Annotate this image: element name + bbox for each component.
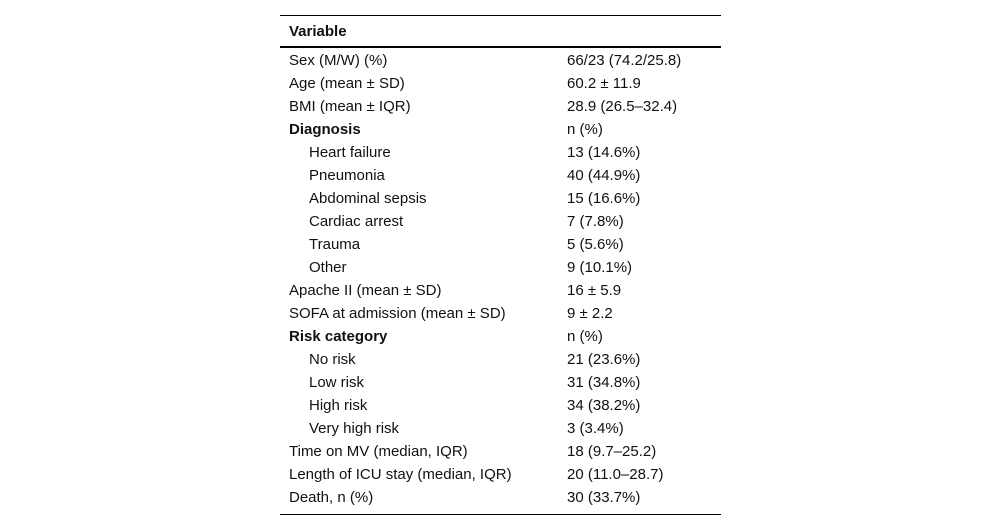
row-value: 30 (33.7%)	[567, 489, 641, 506]
row-value: 20 (11.0–28.7)	[567, 466, 664, 483]
row-label: SOFA at admission (mean ± SD)	[289, 305, 506, 322]
row-label: Apache II (mean ± SD)	[289, 282, 442, 299]
group-label: Risk category	[289, 328, 388, 345]
row-value: 18 (9.7–25.2)	[567, 443, 657, 460]
row-value: 16 ± 5.9	[567, 282, 622, 299]
sub-row-label: Pneumonia	[309, 167, 385, 184]
sub-row-value: 34 (38.2%)	[567, 397, 641, 414]
row-label: Time on MV (median, IQR)	[289, 443, 468, 460]
sub-row-label: Very high risk	[309, 420, 400, 437]
row-value: n (%)	[567, 121, 603, 138]
bottom-rule	[280, 514, 721, 515]
row-label: BMI (mean ± IQR)	[289, 98, 411, 115]
header-cell: Variable	[289, 23, 347, 40]
row-label: Length of ICU stay (median, IQR)	[289, 466, 512, 483]
row-value: n (%)	[567, 328, 603, 345]
sub-row-value: 15 (16.6%)	[567, 190, 641, 207]
sub-row-value: 31 (34.8%)	[567, 374, 641, 391]
sub-row-label: Abdominal sepsis	[309, 190, 427, 207]
row-label: Death, n (%)	[289, 489, 374, 506]
row-value: 9 ± 2.2	[567, 305, 613, 322]
row-value: 66/23 (74.2/25.8)	[567, 52, 682, 69]
row-label: Age (mean ± SD)	[289, 75, 405, 92]
row-value: 28.9 (26.5–32.4)	[567, 98, 678, 115]
sub-row-value: 21 (23.6%)	[567, 351, 641, 368]
sub-row-label: Cardiac arrest	[309, 213, 404, 230]
sub-row-label: High risk	[309, 397, 368, 414]
sub-row-label: Other	[309, 259, 347, 276]
sub-row-label: Heart failure	[309, 144, 391, 161]
row-value: 60.2 ± 11.9	[567, 75, 641, 92]
sub-row-label: No risk	[309, 351, 356, 368]
group-label: Diagnosis	[289, 121, 361, 138]
sub-row-label: Trauma	[309, 236, 361, 253]
sub-row-value: 13 (14.6%)	[567, 144, 641, 161]
sub-row-value: 7 (7.8%)	[567, 213, 624, 230]
sub-row-value: 5 (5.6%)	[567, 236, 624, 253]
sub-row-value: 3 (3.4%)	[567, 420, 624, 437]
sub-row-label: Low risk	[309, 374, 365, 391]
top-rule	[280, 15, 721, 16]
header-rule	[280, 46, 721, 48]
sub-row-value: 9 (10.1%)	[567, 259, 633, 276]
row-label: Sex (M/W) (%)	[289, 52, 388, 69]
sub-row-value: 40 (44.9%)	[567, 167, 641, 184]
